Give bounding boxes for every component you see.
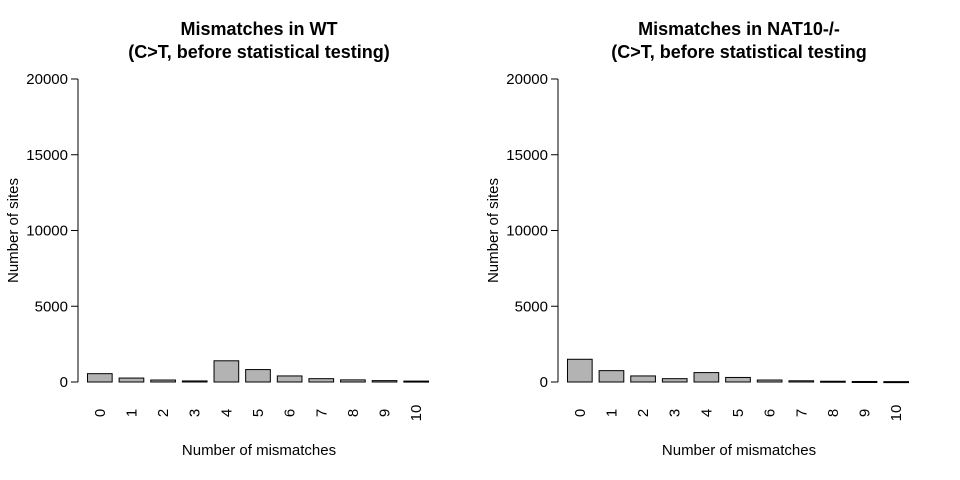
y-tick-label: 10000 [26,223,68,240]
y-tick-label: 5000 [515,298,548,315]
bar-0 [566,358,593,383]
x-tick-label: 4 [698,409,715,417]
bar-1 [118,377,145,383]
x-tick-label: 7 [313,409,330,417]
bar-10 [403,380,430,383]
chart-panel-1: Mismatches in WT (C>T, before statistical… [5,19,430,459]
chart-subtitle: (C>T, before statistical testing) [128,42,390,62]
x-axis-label: Number of mismatches [182,442,336,459]
x-tick-label: 8 [825,409,842,417]
bar-9 [371,380,398,383]
y-tick-label: 15000 [26,147,68,164]
chart-subtitle: (C>T, before statistical testing [611,42,867,62]
y-axis-label: Number of sites [485,178,502,283]
bar-2 [630,375,656,383]
chart-title: Mismatches in NAT10-/- [638,19,840,39]
y-axis-label: Number of sites [5,178,22,283]
x-tick-label: 0 [572,409,589,417]
x-tick-label: 4 [218,409,235,417]
y-tick-label: 0 [60,374,68,391]
bar-5 [725,376,751,383]
y-tick-label: 20000 [506,71,548,88]
x-tick-label: 6 [282,409,299,417]
x-tick-label: 9 [857,409,874,417]
x-tick-label: 10 [408,405,425,422]
bar-6 [276,375,303,383]
x-tick-label: 0 [92,409,109,417]
x-tick-label: 3 [187,409,204,417]
x-tick-label: 1 [603,409,620,417]
chart-panel-2: Mismatches in NAT10-/- (C>T, before stati… [485,19,910,459]
bar-6 [756,379,783,383]
y-tick-label: 0 [540,374,548,391]
x-tick-label: 8 [345,409,362,417]
bar-1 [598,370,625,383]
bar-8 [340,379,366,383]
bar-8 [820,380,846,383]
x-tick-label: 6 [762,409,779,417]
x-tick-label: 10 [888,405,905,422]
y-tick-label: 10000 [506,223,548,240]
x-axis-label: Number of mismatches [662,442,816,459]
bar-7 [308,378,335,383]
bar-4 [213,360,240,383]
bar-0 [86,373,113,383]
bar-7 [788,380,815,383]
bar-9 [851,380,878,383]
bar-10 [883,381,910,384]
x-tick-label: 1 [123,409,140,417]
x-tick-label: 2 [155,409,172,417]
x-tick-label: 5 [250,409,267,417]
y-tick-label: 15000 [506,147,548,164]
x-tick-label: 9 [377,409,394,417]
bar-3 [181,380,208,383]
x-tick-label: 3 [667,409,684,417]
y-tick-label: 20000 [26,71,68,88]
bar-4 [693,372,720,383]
x-tick-label: 7 [793,409,810,417]
chart-title: Mismatches in WT [180,19,337,39]
bar-5 [245,369,271,383]
bar-2 [150,379,176,383]
x-tick-label: 2 [635,409,652,417]
bar-3 [661,378,688,383]
y-tick-label: 5000 [35,298,68,315]
x-tick-label: 5 [730,409,747,417]
